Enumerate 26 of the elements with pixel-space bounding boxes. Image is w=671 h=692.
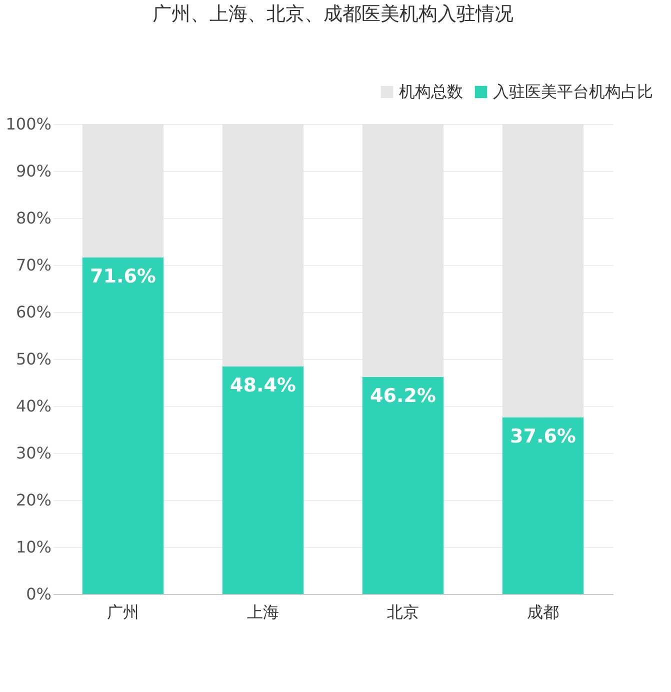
bar xyxy=(502,417,584,594)
data-label: 37.6% xyxy=(510,425,576,448)
legend-label: 机构总数 xyxy=(399,82,463,101)
y-tick-label: 60% xyxy=(16,302,52,322)
y-tick-label: 10% xyxy=(16,538,52,556)
bar xyxy=(222,366,304,594)
y-tick-label: 90% xyxy=(16,162,52,180)
bar xyxy=(82,257,164,594)
y-tick-label: 40% xyxy=(16,396,52,416)
y-tick-label: 50% xyxy=(16,350,52,368)
y-tick-label: 20% xyxy=(16,490,52,510)
bar xyxy=(362,376,444,594)
legend-label: 入驻医美平台机构占比 xyxy=(493,82,653,101)
x-tick-label: 成都 xyxy=(527,602,559,622)
y-tick-label: 70% xyxy=(16,256,52,274)
y-tick-label: 80% xyxy=(16,208,52,228)
data-label: 46.2% xyxy=(370,384,436,407)
y-tick-label: 0% xyxy=(26,584,52,604)
y-tick-label: 100% xyxy=(6,114,52,134)
data-label: 71.6% xyxy=(90,265,156,288)
x-tick-label: 广州 xyxy=(107,602,139,622)
x-tick-label: 北京 xyxy=(387,602,419,622)
x-tick-label: 上海 xyxy=(247,602,279,622)
data-label: 48.4% xyxy=(230,374,296,397)
y-tick-label: 30% xyxy=(16,444,52,462)
chart-title: 广州、上海、北京、成都医美机构入驻情况 xyxy=(152,3,514,25)
